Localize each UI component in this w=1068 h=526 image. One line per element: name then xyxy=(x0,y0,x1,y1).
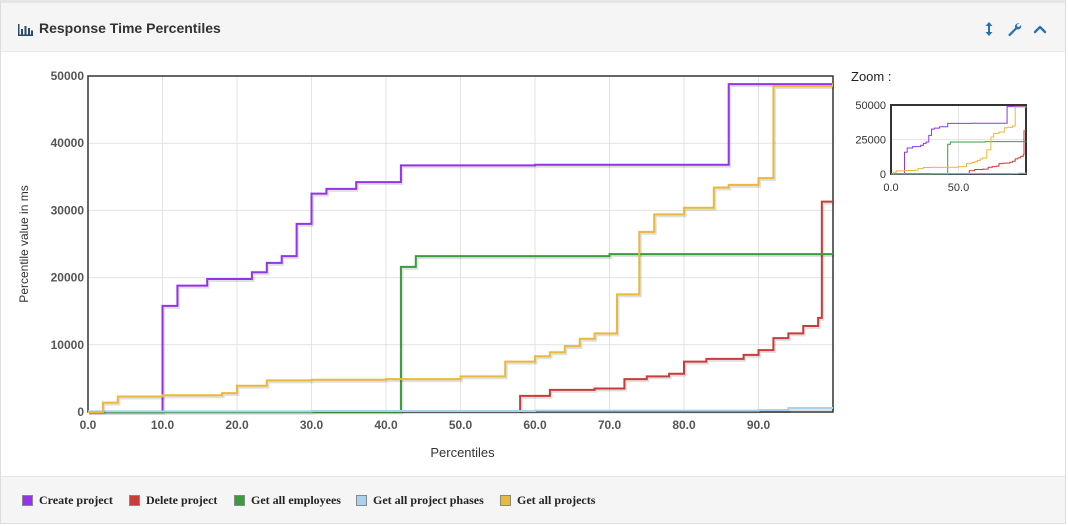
series-line-create-project[interactable] xyxy=(88,83,833,413)
x-tick-label: 40.0 xyxy=(374,418,398,432)
zoom-series-line xyxy=(891,106,1027,175)
x-tick-label: 0.0 xyxy=(80,418,97,432)
series-line-get-all-project-phases[interactable] xyxy=(88,406,833,413)
zoom-x-tick-label: 0.0 xyxy=(883,182,898,194)
series-line-delete-project[interactable] xyxy=(519,200,833,412)
wrench-icon[interactable] xyxy=(1006,21,1022,37)
y-tick-label: 0 xyxy=(77,405,84,419)
zoom-y-tick-label: 25000 xyxy=(855,135,886,147)
x-tick-label: 70.0 xyxy=(598,418,622,432)
legend-swatch xyxy=(356,494,367,506)
series-shadow xyxy=(89,407,834,415)
legend-item-get-all-employees[interactable]: Get all employees xyxy=(234,491,341,509)
x-tick-label: 60.0 xyxy=(523,418,547,432)
y-tick-label: 50000 xyxy=(51,69,85,83)
y-tick-label: 20000 xyxy=(51,271,85,285)
chart-legend: Create project Delete project Get all empl… xyxy=(1,476,1065,523)
series-line-get-all-projects[interactable] xyxy=(88,83,833,413)
zoom-series-line xyxy=(891,106,1027,175)
legend-item-delete-project[interactable]: Delete project xyxy=(129,491,217,509)
percentiles-chart[interactable]: 0.0 10.0 20.0 30.0 40.0 50.0 60.0 70.0 80.0 90.0 0… xyxy=(1,3,1067,473)
legend-label: Get all employees xyxy=(251,492,341,507)
series-shadow xyxy=(519,201,834,414)
x-tick-label: 90.0 xyxy=(747,418,771,432)
bar-chart-icon xyxy=(18,24,33,36)
x-tick-label: 30.0 xyxy=(300,418,324,432)
y-tick-label: 30000 xyxy=(51,203,85,217)
zoom-x-tick-label: 50.0 xyxy=(948,182,969,194)
legend-swatch xyxy=(500,494,511,506)
collapse-chevron-icon[interactable] xyxy=(1032,21,1048,37)
plot-frame xyxy=(87,75,834,413)
legend-label: Get all projects xyxy=(517,492,596,507)
zoom-series-line xyxy=(968,130,1026,174)
legend-item-get-all-project-phases[interactable]: Get all project phases xyxy=(356,491,484,509)
legend-label: Delete project xyxy=(146,492,218,507)
x-tick-label: 10.0 xyxy=(151,418,175,432)
expand-vertical-icon[interactable] xyxy=(981,21,997,37)
series-line-get-all-employees[interactable] xyxy=(88,253,833,413)
x-tick-label: 20.0 xyxy=(225,418,249,432)
panel-header: Response Time Percentiles xyxy=(1,3,1065,52)
zoom-overview-chart[interactable]: 50000 25000 00.0 50.0 xyxy=(1,3,1067,203)
y-tick-label: 10000 xyxy=(51,338,85,352)
y-tick-label: 40000 xyxy=(51,136,85,150)
x-tick-label: 50.0 xyxy=(449,418,473,432)
series-shadow xyxy=(89,254,834,415)
legend-swatch xyxy=(22,494,33,506)
y-axis-title: Percentile value in ms xyxy=(17,185,31,302)
x-tick-label: 80.0 xyxy=(672,418,696,432)
legend-item-get-all-projects[interactable]: Get all projects xyxy=(500,491,595,509)
x-axis-title: Percentiles xyxy=(430,445,495,460)
legend-swatch xyxy=(129,494,140,506)
zoom-label: Zoom : xyxy=(851,69,892,84)
panel-title: Response Time Percentiles xyxy=(39,20,221,36)
legend-item-create-project[interactable]: Create project xyxy=(22,491,113,509)
legend-swatch xyxy=(234,494,245,506)
zoom-y-tick-label: 0 xyxy=(880,169,886,181)
legend-label: Get all project phases xyxy=(373,492,484,507)
legend-label: Create project xyxy=(39,492,113,507)
zoom-y-tick-label: 50000 xyxy=(855,100,886,112)
zoom-series-line xyxy=(891,172,1027,175)
